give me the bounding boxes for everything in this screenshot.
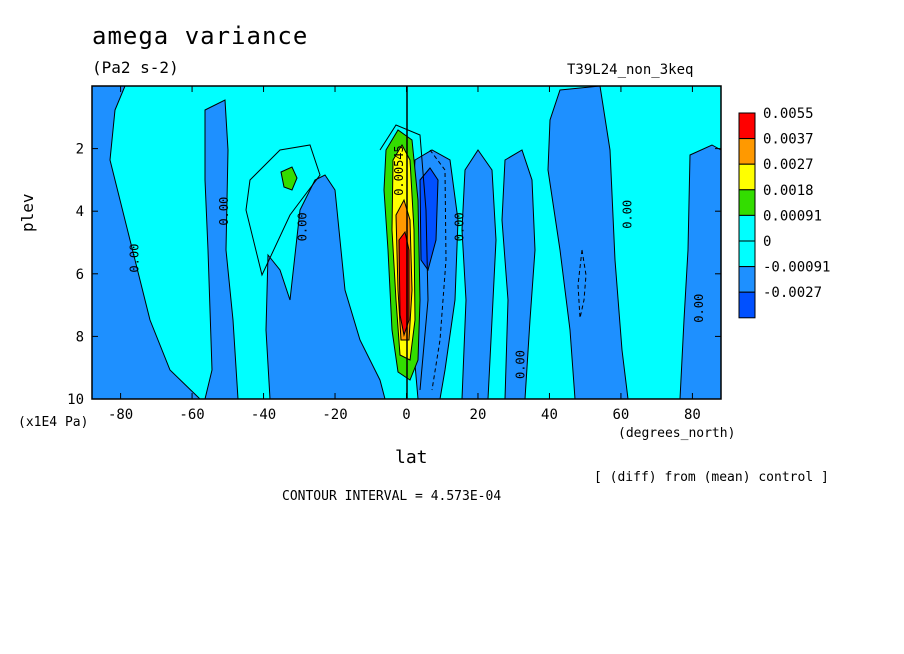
region-pos-minus35	[280, 166, 298, 191]
colorbar-label: 0.00091	[763, 208, 822, 224]
y-tick-label: 2	[76, 142, 84, 158]
run-label: T39L24_non_3keq	[567, 62, 694, 78]
colorbar-label: 0.0027	[763, 157, 814, 173]
x-tick-label: -20	[322, 407, 347, 423]
contour-line-dashed-eq	[429, 149, 447, 391]
contour-line-minus35	[245, 144, 321, 277]
colorbar-swatch	[738, 189, 756, 216]
contour-label: 0.00	[127, 244, 141, 273]
colorbar-swatch	[738, 266, 756, 293]
contour-label: 0.00545	[392, 145, 406, 196]
colorbar-swatch	[738, 112, 756, 140]
contour-interval-note: CONTOUR INTERVAL = 4.573E-04	[282, 489, 502, 504]
x-tick-label: -40	[251, 407, 276, 423]
contour-line-eq-dense	[379, 124, 429, 391]
colorbar-label: 0	[763, 234, 771, 250]
chart-units: (Pa2 s-2)	[92, 58, 179, 77]
colorbar: 0.0055 0.0037 0.0027 0.0018 0.00091 0 -0.00091…	[738, 106, 830, 319]
y-tick-label: 6	[76, 267, 84, 283]
x-axis-ticks: -80 -60 -40 -20 0 20 40 60 80	[108, 86, 701, 423]
colorbar-label: -0.0027	[763, 285, 822, 301]
contour-line-dashed-50	[577, 249, 587, 319]
chart-title: amega variance	[92, 22, 309, 50]
y-units-label: (x1E4 Pa)	[18, 415, 89, 430]
contour-label: 0.00	[453, 212, 467, 241]
x-tick-label: 40	[541, 407, 558, 423]
x-tick-label: -80	[108, 407, 133, 423]
colorbar-label: -0.00091	[763, 260, 830, 276]
contour-labels: 0.00 0.00 0.00 0.00 0.00 0.00 0.00 0.00545	[127, 145, 706, 379]
colorbar-swatch	[738, 291, 756, 319]
y-axis-ticks: 2 4 6 8 10	[67, 142, 721, 408]
plot-area	[91, 85, 722, 400]
colorbar-label: 0.0037	[763, 132, 814, 148]
x-tick-label: 0	[402, 407, 410, 423]
contour-label: 0.00	[621, 200, 635, 229]
x-tick-label: 80	[684, 407, 701, 423]
y-tick-label: 4	[76, 204, 84, 220]
contour-label: 0.00	[513, 350, 527, 379]
y-tick-label: 8	[76, 329, 84, 345]
colorbar-swatch	[738, 240, 756, 268]
region-neg-plus25	[501, 149, 536, 400]
contour-label: 0.00	[217, 197, 231, 226]
x-tick-label: 20	[470, 407, 487, 423]
colorbar-swatch	[738, 138, 756, 165]
x-units-label: (degrees_north)	[618, 426, 736, 441]
colorbar-label: 0.0055	[763, 106, 814, 122]
x-axis-label: lat	[395, 447, 428, 468]
y-tick-label: 10	[67, 392, 84, 408]
region-neg-plus15	[461, 149, 497, 400]
diff-note: [ (diff) from (mean) control ]	[594, 470, 829, 485]
contour-label: 0.00	[692, 294, 706, 323]
contour-label: 0.00	[295, 212, 309, 241]
colorbar-label: 0.0018	[763, 183, 814, 199]
x-tick-label: -60	[179, 407, 204, 423]
colorbar-swatch	[738, 163, 756, 191]
colorbar-swatch	[738, 214, 756, 242]
x-tick-label: 60	[613, 407, 630, 423]
